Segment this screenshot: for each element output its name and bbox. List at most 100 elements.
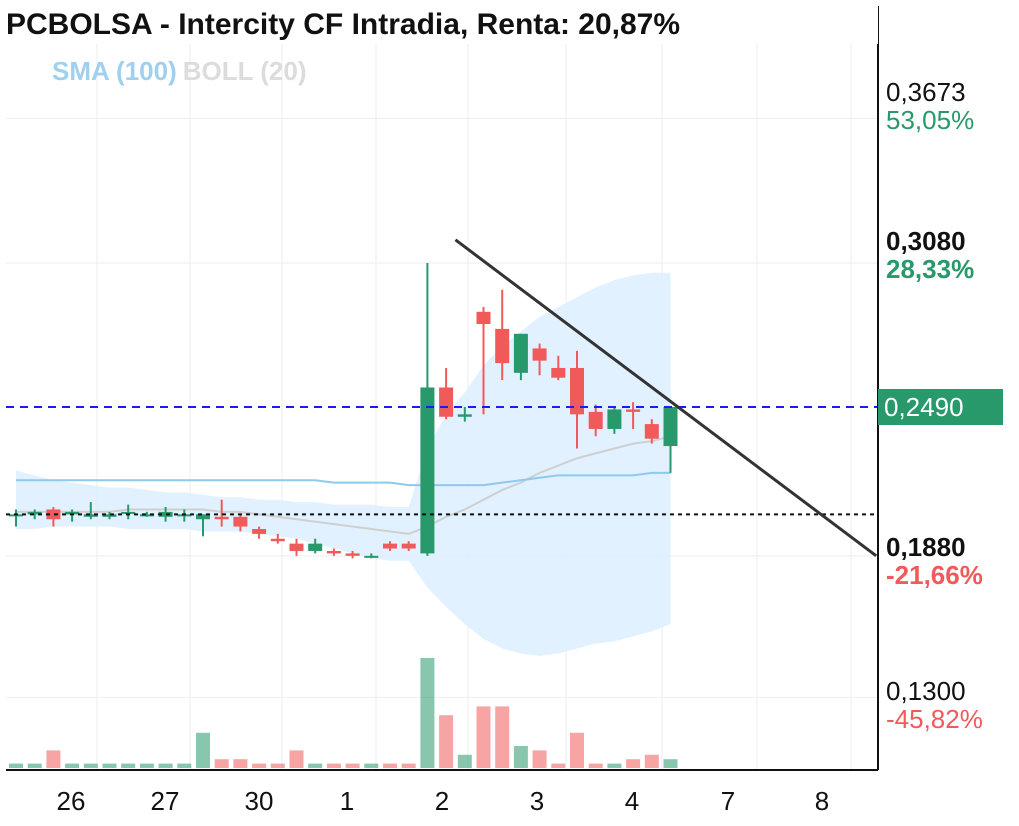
volume-bar — [420, 658, 435, 768]
volume-bar — [476, 706, 491, 768]
candle-body — [121, 511, 136, 514]
y-tick-price: 0,1880 — [886, 532, 966, 562]
candle-body — [27, 511, 42, 515]
volume-bar — [139, 763, 154, 768]
y-tick-pct: -45,82% — [886, 704, 983, 734]
y-tick-pct: 28,33% — [886, 254, 975, 284]
candle-body — [401, 543, 416, 549]
volume-bar — [626, 759, 641, 768]
boll-mid-line — [16, 435, 671, 535]
candle-body — [270, 538, 285, 542]
y-tick-pct: -21,66% — [886, 560, 983, 590]
volume-bar — [102, 763, 117, 768]
x-tick-label: 30 — [244, 786, 274, 816]
volume-bar — [513, 746, 528, 768]
trendline — [454, 238, 878, 558]
x-tick-label: 1 — [339, 786, 355, 816]
candle-body — [439, 387, 454, 417]
y-tick-price: 0,3080 — [886, 226, 966, 256]
volume-bar — [457, 754, 472, 768]
volume-bar — [65, 763, 80, 768]
overlays — [6, 238, 878, 558]
candle-body — [83, 514, 98, 517]
candle-body — [196, 514, 210, 520]
x-tick-label: 7 — [720, 786, 736, 816]
volume-bar — [177, 763, 192, 768]
indicator-legend[interactable]: SMA (100) BOLL (20) — [52, 56, 307, 87]
volume-bar — [401, 763, 416, 768]
candle-body — [457, 414, 472, 417]
candle-body — [308, 543, 323, 551]
volume-bar — [607, 763, 622, 768]
volume-bar — [196, 732, 210, 768]
candle-body — [65, 511, 80, 515]
candle-body — [383, 543, 397, 549]
candle-body — [158, 511, 173, 517]
candle-body — [102, 514, 117, 517]
volume-bar — [27, 763, 42, 768]
candle-body — [607, 409, 622, 429]
candle-body — [139, 514, 154, 517]
volume-bar — [214, 759, 229, 768]
candle-body — [364, 555, 379, 558]
x-tick-label: 8 — [814, 786, 830, 816]
candle-body — [252, 529, 267, 534]
volume-bar — [46, 750, 61, 768]
indicator-lines — [16, 435, 671, 535]
candle-body — [476, 311, 491, 325]
candle-body — [551, 367, 566, 378]
last-price-tag: 0,2490 — [878, 389, 1003, 425]
candle-body — [46, 509, 61, 520]
x-tick-label: 26 — [56, 786, 86, 816]
volume-bar — [663, 759, 678, 768]
volume-bar — [570, 732, 584, 768]
bollinger-band-area — [16, 272, 671, 656]
volume-bar — [588, 763, 603, 768]
candle-body — [663, 407, 678, 447]
volume-bar — [9, 763, 23, 768]
chart-title: PCBOLSA - Intercity CF Intradia, Renta: … — [6, 6, 878, 44]
x-tick-label: 3 — [529, 786, 545, 816]
volume-bar — [121, 763, 136, 768]
candle-body — [233, 516, 248, 527]
candle-body — [214, 516, 229, 520]
candle-body — [289, 543, 304, 551]
y-tick-price: 0,3673 — [886, 77, 966, 107]
candle-body — [345, 553, 360, 556]
candle-body — [570, 367, 584, 415]
volume-bar — [270, 763, 285, 768]
volume-bar — [326, 763, 341, 768]
candle-body — [495, 328, 510, 364]
candles — [9, 263, 678, 559]
volume-bar — [439, 715, 454, 768]
sma-legend[interactable]: SMA (100) — [52, 56, 177, 86]
bollinger-band — [16, 272, 671, 656]
candle-body — [644, 424, 659, 439]
volume-bar — [289, 750, 304, 768]
axes — [6, 6, 879, 771]
boll-legend[interactable]: BOLL (20) — [182, 56, 307, 86]
volume-bar — [233, 759, 248, 768]
candle-body — [420, 387, 435, 554]
volume-bar — [532, 750, 547, 768]
sma-line — [16, 471, 671, 487]
x-tick-label: 4 — [624, 786, 640, 816]
volume-bar — [308, 763, 323, 768]
volume-bar — [383, 763, 397, 768]
candle-body — [588, 411, 603, 429]
volume-bar — [252, 763, 267, 768]
candle-body — [532, 348, 547, 361]
volume-bar — [495, 706, 510, 768]
candle-body — [513, 333, 528, 373]
volume-bar — [644, 754, 659, 768]
volume-bars — [9, 658, 678, 768]
x-tick-label: 27 — [150, 786, 180, 816]
y-tick-price: 0,1300 — [886, 676, 966, 706]
volume-bar — [551, 763, 566, 768]
volume-bar — [158, 763, 173, 768]
x-tick-label: 2 — [434, 786, 450, 816]
candle-body — [626, 409, 641, 412]
volume-bar — [364, 763, 379, 768]
y-tick-pct: 53,05% — [886, 105, 975, 135]
